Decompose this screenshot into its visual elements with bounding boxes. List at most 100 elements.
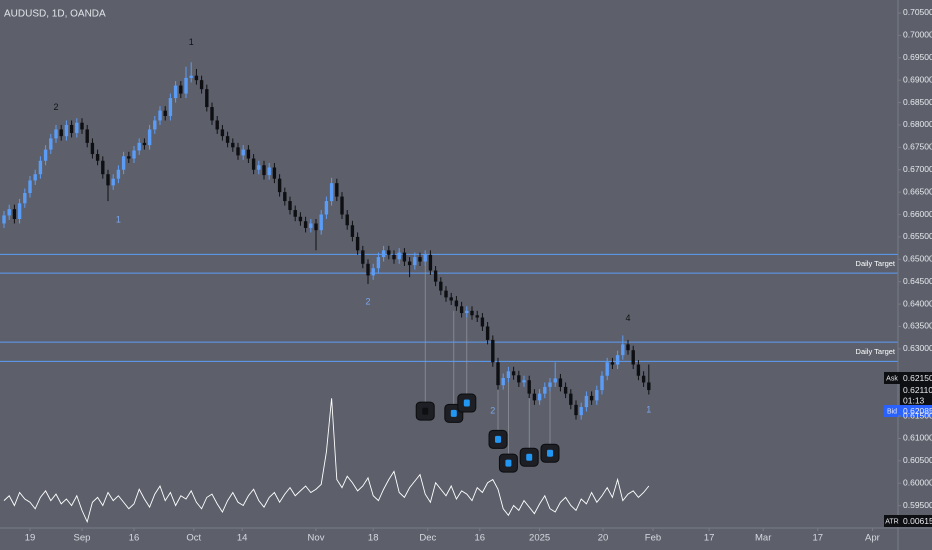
candle-body — [80, 122, 84, 130]
candle-body — [43, 149, 48, 161]
candle-body — [210, 107, 214, 121]
y-tick-label: 0.67000 — [903, 164, 932, 174]
candle-body — [69, 124, 74, 134]
candle-body — [558, 378, 563, 387]
x-tick-label: Oct — [186, 533, 201, 544]
candle-body — [527, 380, 531, 394]
candle-body — [215, 120, 219, 130]
countdown: 01:13 — [903, 395, 925, 405]
candle-body — [184, 77, 188, 94]
candle-body — [491, 339, 495, 363]
atr-line — [3, 398, 650, 524]
candle-body — [392, 254, 396, 260]
candle-body — [517, 375, 521, 383]
zone-label: Daily Target — [856, 259, 896, 268]
wave-label: 1 — [116, 215, 121, 225]
candle-body — [179, 85, 183, 94]
candle-body — [121, 156, 126, 170]
candle-body — [59, 129, 63, 137]
atr-value-tag — [900, 515, 932, 527]
candle-body — [90, 142, 95, 155]
candle-body — [418, 257, 422, 262]
candle-body — [355, 236, 360, 251]
bid-price: 0.62085 — [903, 406, 932, 416]
x-tick-label: Apr — [865, 533, 880, 544]
candle-body — [309, 223, 313, 228]
candle-body — [23, 193, 27, 204]
ask-label: Ask — [886, 375, 898, 382]
price-pane: Daily Target Daily Target 1 2 1 2 2 4 1 — [0, 37, 898, 524]
candle-body — [381, 250, 386, 258]
candle-body — [470, 310, 474, 316]
y-tick-label: 0.63500 — [903, 321, 932, 331]
candle-body — [371, 268, 375, 276]
candle-body — [475, 315, 479, 318]
x-tick-label: 16 — [475, 533, 486, 544]
y-tick-label: 0.69500 — [903, 52, 932, 62]
candle-body — [335, 183, 339, 197]
wave-label: 1 — [646, 405, 651, 415]
x-tick-label: Nov — [308, 533, 325, 544]
candle-body — [267, 167, 271, 176]
wave-label: 2 — [366, 297, 371, 307]
candle-body — [402, 252, 407, 262]
y-tick-label: 0.60500 — [903, 455, 932, 465]
marker-dot — [547, 449, 554, 457]
candle-body — [563, 386, 568, 394]
ask-tag — [884, 372, 900, 384]
candle-body — [387, 250, 391, 255]
y-tick-label: 0.59500 — [903, 500, 932, 510]
x-tick-label: 16 — [129, 533, 140, 544]
candle-body — [641, 375, 646, 383]
candle-body — [397, 252, 401, 260]
candle-body — [194, 75, 199, 81]
candle-body — [610, 362, 615, 365]
x-tick-label: Sep — [74, 533, 91, 544]
ask-price: 0.62150 — [903, 373, 932, 383]
last-price-tag — [900, 384, 932, 407]
candle-body — [132, 150, 136, 159]
candle-body — [49, 138, 53, 150]
candle-body — [506, 371, 511, 378]
wave-label: 2 — [53, 102, 58, 112]
candle-body — [407, 261, 412, 266]
candle-body — [85, 129, 89, 143]
candle-body — [543, 386, 547, 394]
candle-body — [54, 129, 58, 139]
candle-body — [605, 362, 609, 376]
chart-title: AUDUSD, 1D, OANDA — [4, 9, 106, 20]
marker-dot — [463, 399, 470, 407]
last-price: 0.62110 — [903, 385, 932, 395]
x-tick-label: 18 — [368, 533, 379, 544]
candle-body — [147, 129, 152, 146]
candle-body — [106, 174, 110, 186]
candle-body — [522, 380, 526, 383]
candle-body — [366, 263, 370, 276]
candle-body — [345, 214, 349, 226]
candle-body — [2, 215, 6, 224]
marker-dot — [526, 453, 533, 461]
x-tick-label: 2025 — [529, 533, 550, 544]
candle-body — [225, 136, 230, 143]
candle-body — [137, 142, 141, 151]
candle-body — [636, 364, 641, 376]
atr-name: ATR — [885, 518, 898, 525]
y-tick-label: 0.64000 — [903, 298, 932, 308]
candle-body — [272, 167, 277, 179]
candle-body — [116, 169, 121, 179]
candle-body — [511, 371, 516, 376]
y-tick-label: 0.68500 — [903, 97, 932, 107]
candle-body — [496, 362, 500, 386]
candle-body — [361, 250, 365, 264]
candle-body — [485, 326, 490, 340]
candle-body — [350, 225, 355, 237]
bid-price-tag — [900, 405, 932, 417]
candle-body — [303, 221, 308, 228]
y-tick-label: 0.61500 — [903, 410, 932, 420]
x-tick-label: Dec — [419, 533, 436, 544]
y-tick-label: 0.65000 — [903, 254, 932, 264]
y-tick-label: 0.66500 — [903, 186, 932, 196]
candle-body — [246, 149, 251, 159]
y-tick-label: 0.70500 — [903, 7, 932, 17]
